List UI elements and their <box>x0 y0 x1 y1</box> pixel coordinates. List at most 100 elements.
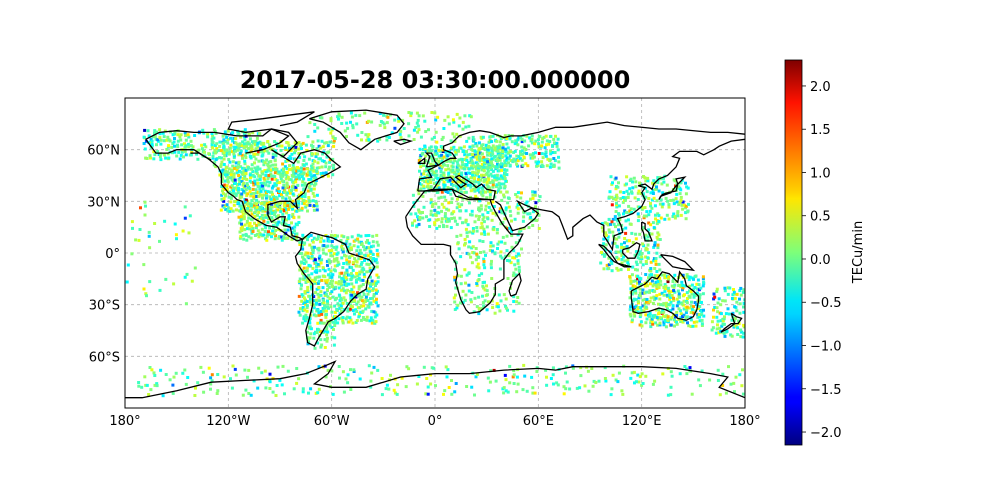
tec-point <box>501 143 505 146</box>
tec-point <box>317 311 321 315</box>
tec-point <box>579 374 583 378</box>
tec-point <box>364 234 368 238</box>
tec-point <box>665 301 669 305</box>
tec-point <box>312 204 316 208</box>
tec-point <box>562 385 566 389</box>
tec-point <box>334 247 338 251</box>
tec-point <box>421 151 425 155</box>
tec-point <box>325 327 329 331</box>
tec-point <box>480 192 484 196</box>
tec-point <box>623 259 627 263</box>
tec-point <box>586 369 590 373</box>
tec-point <box>307 273 311 277</box>
tec-point <box>724 312 728 316</box>
tec-point <box>564 365 568 369</box>
tec-point <box>700 322 704 326</box>
tec-point <box>742 310 745 314</box>
tec-point <box>497 187 501 191</box>
tec-point <box>696 287 700 291</box>
tec-point <box>429 382 433 386</box>
tec-point <box>331 295 335 299</box>
tec-point <box>501 235 505 239</box>
tec-point <box>274 182 278 186</box>
tec-point <box>472 310 476 314</box>
tec-point <box>303 241 307 245</box>
tec-point <box>502 391 506 395</box>
coastline <box>227 111 315 154</box>
tec-point <box>231 139 235 143</box>
tec-point <box>300 183 304 187</box>
tec-point <box>432 163 436 167</box>
tec-point <box>491 211 495 215</box>
tec-point <box>345 239 349 243</box>
tec-point <box>339 310 343 313</box>
tec-point <box>275 224 279 228</box>
tec-point <box>323 304 327 308</box>
tec-point <box>681 283 685 287</box>
tec-point <box>306 238 309 242</box>
tec-point <box>326 239 330 243</box>
tec-point <box>636 198 640 201</box>
tec-point <box>245 202 249 206</box>
tec-point <box>236 148 240 152</box>
tec-point <box>449 146 453 150</box>
tec-point <box>338 271 342 275</box>
tec-point <box>313 182 317 186</box>
tec-point <box>263 178 267 182</box>
tec-point <box>662 320 666 324</box>
tec-point <box>681 288 684 292</box>
tec-point <box>234 373 238 377</box>
tec-point <box>498 267 502 271</box>
tec-point <box>485 289 489 293</box>
tec-point <box>299 191 303 195</box>
tec-point <box>270 186 274 190</box>
tec-point <box>455 112 459 116</box>
tec-point <box>409 114 413 118</box>
tec-point <box>234 149 237 153</box>
tec-point <box>315 331 319 334</box>
tec-point <box>716 368 720 372</box>
tec-point <box>534 205 537 209</box>
tec-point <box>180 150 184 154</box>
tec-point <box>615 205 619 209</box>
tec-point <box>302 202 306 206</box>
tec-point <box>632 176 636 180</box>
tec-point <box>499 254 503 258</box>
tec-point <box>675 304 679 308</box>
tec-point <box>247 216 251 220</box>
tec-point <box>548 158 552 162</box>
tec-point <box>663 217 667 221</box>
tec-point <box>615 266 619 270</box>
tec-point <box>710 328 714 332</box>
tec-point <box>225 203 229 207</box>
tec-point <box>658 238 662 241</box>
tec-point <box>350 254 354 257</box>
tec-point <box>277 144 281 148</box>
tec-point <box>500 240 503 244</box>
tec-point <box>257 220 261 224</box>
tec-point <box>715 290 719 293</box>
tec-point <box>653 314 657 317</box>
tec-point <box>337 286 341 290</box>
tec-point <box>424 392 428 396</box>
tec-point <box>212 128 216 132</box>
tec-point <box>668 293 672 297</box>
tec-point <box>486 147 490 151</box>
tec-point <box>330 282 334 286</box>
tec-point <box>670 374 674 378</box>
tec-point <box>687 324 691 328</box>
tec-point <box>419 176 423 180</box>
tec-point <box>513 149 517 153</box>
tec-point <box>693 293 696 297</box>
tec-point <box>477 178 480 181</box>
tec-point <box>681 207 685 211</box>
tec-point <box>656 231 660 235</box>
tec-point <box>427 128 430 132</box>
tec-point <box>274 154 278 158</box>
tec-point <box>453 300 457 304</box>
tec-point <box>739 293 743 297</box>
tec-point <box>605 263 609 267</box>
map-panel <box>124 97 746 409</box>
tec-point <box>290 189 293 193</box>
tec-point <box>666 286 670 290</box>
